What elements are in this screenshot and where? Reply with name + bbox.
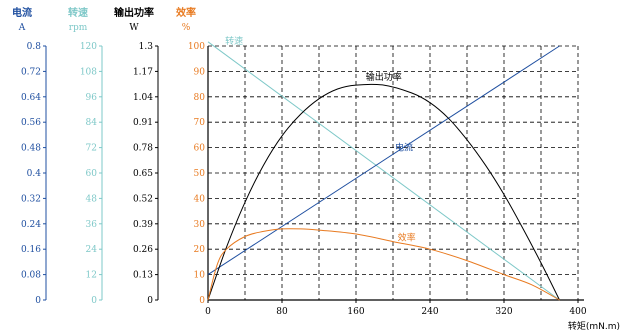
- efficiency-tick-label: 10: [194, 271, 206, 281]
- speed-series-line: [207, 41, 560, 301]
- x-tick-label: 320: [495, 307, 512, 317]
- speed-tick-label: 48: [86, 194, 98, 204]
- efficiency-tick-label: 30: [194, 220, 206, 230]
- current-tick-label: 0.32: [21, 194, 41, 204]
- x-tick-label: 80: [276, 307, 288, 317]
- speed-tick-label: 24: [86, 245, 98, 255]
- current-series-line: [207, 45, 560, 276]
- current-tick-label: 0.8: [27, 42, 42, 52]
- power-tick-label: 1.17: [133, 67, 153, 77]
- current-axis-title: 电流: [12, 6, 32, 19]
- efficiency-tick-label: 100: [188, 42, 205, 52]
- x-tick-label: 0: [205, 307, 211, 317]
- power-tick-label: 1.3: [139, 42, 154, 52]
- power-tick-label: 0.65: [133, 169, 153, 179]
- efficiency-tick-label: 70: [194, 118, 206, 128]
- efficiency-tick-label: 90: [194, 67, 206, 77]
- power-tick-label: 0.39: [133, 220, 153, 230]
- power-axis-title: 输出功率: [114, 6, 154, 19]
- current-tick-label: 0.08: [21, 271, 41, 281]
- current-axis-unit: A: [18, 23, 26, 33]
- power-tick-label: 0.91: [133, 118, 153, 128]
- current-tick-label: 0.4: [27, 169, 42, 179]
- efficiency-axis-title: 效率: [176, 6, 196, 19]
- power-series-label: 输出功率: [366, 71, 402, 83]
- speed-axis-title: 转速: [68, 6, 88, 19]
- x-tick-label: 400: [569, 307, 586, 317]
- speed-tick-label: 36: [86, 220, 98, 230]
- current-tick-label: 0.56: [21, 118, 41, 128]
- efficiency-tick-label: 0: [199, 296, 205, 306]
- efficiency-tick-label: 20: [194, 245, 206, 255]
- speed-tick-label: 0: [91, 296, 97, 306]
- efficiency-series-label: 效率: [398, 232, 416, 244]
- efficiency-tick-label: 40: [194, 194, 206, 204]
- speed-tick-label: 60: [86, 169, 98, 179]
- efficiency-tick-label: 80: [194, 93, 206, 103]
- current-tick-label: 0.48: [21, 144, 41, 154]
- power-series-line: [207, 83, 560, 301]
- power-tick-label: 0.26: [133, 245, 153, 255]
- power-tick-label: 0: [147, 296, 153, 306]
- speed-tick-label: 12: [86, 271, 97, 281]
- power-tick-label: 0.78: [133, 144, 153, 154]
- current-tick-label: 0.16: [21, 245, 41, 255]
- current-tick-label: 0.64: [21, 93, 41, 103]
- current-tick-label: 0.72: [21, 67, 41, 77]
- efficiency-tick-label: 60: [194, 144, 206, 154]
- power-axis-unit: W: [129, 23, 139, 33]
- power-tick-label: 0.52: [133, 194, 153, 204]
- speed-tick-label: 108: [80, 67, 97, 77]
- speed-series-label: 转速: [225, 35, 243, 47]
- speed-axis-unit: rpm: [69, 23, 88, 33]
- efficiency-axis-unit: %: [182, 23, 191, 33]
- x-tick-label: 240: [421, 307, 438, 317]
- efficiency-series-line: [207, 228, 560, 301]
- current-tick-label: 0.24: [21, 220, 41, 230]
- speed-tick-label: 120: [80, 42, 97, 52]
- speed-tick-label: 72: [86, 144, 97, 154]
- x-tick-label: 160: [347, 307, 364, 317]
- power-tick-label: 0.13: [133, 271, 153, 281]
- power-tick-label: 1.04: [133, 93, 153, 103]
- x-axis-label: 转矩(mN.m): [568, 320, 620, 332]
- efficiency-tick-label: 50: [194, 169, 206, 179]
- speed-tick-label: 84: [86, 118, 98, 128]
- current-tick-label: 0: [35, 296, 41, 306]
- speed-tick-label: 96: [86, 93, 98, 103]
- current-series-label: 电流: [395, 141, 413, 153]
